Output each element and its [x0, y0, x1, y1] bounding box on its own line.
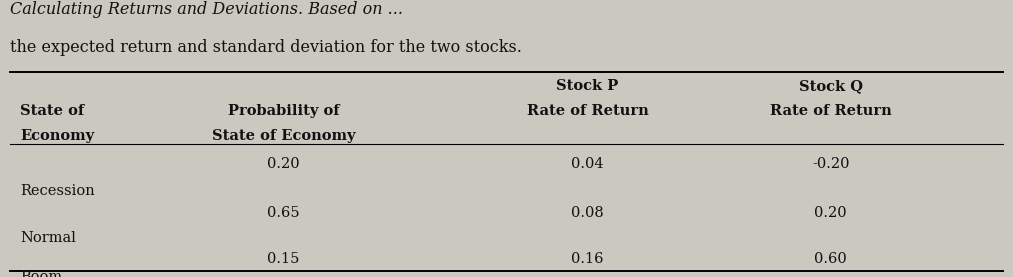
- Text: -0.20: -0.20: [811, 157, 850, 171]
- Text: Normal: Normal: [20, 231, 76, 245]
- Text: Calculating Returns and Deviations. Based on ...: Calculating Returns and Deviations. Base…: [10, 1, 403, 18]
- Text: 0.20: 0.20: [814, 206, 847, 220]
- Text: Rate of Return: Rate of Return: [770, 104, 891, 118]
- Text: 0.16: 0.16: [571, 252, 604, 266]
- Text: Probability of: Probability of: [228, 104, 339, 118]
- Text: 0.65: 0.65: [267, 206, 300, 220]
- Text: Rate of Return: Rate of Return: [527, 104, 648, 118]
- Text: Boom: Boom: [20, 270, 63, 277]
- Text: 0.60: 0.60: [814, 252, 847, 266]
- Text: 0.15: 0.15: [267, 252, 300, 266]
- Text: State of: State of: [20, 104, 84, 118]
- Text: 0.20: 0.20: [267, 157, 300, 171]
- Text: 0.04: 0.04: [571, 157, 604, 171]
- Text: State of Economy: State of Economy: [212, 129, 356, 143]
- Text: Economy: Economy: [20, 129, 94, 143]
- Text: Stock P: Stock P: [556, 79, 619, 93]
- Text: Recession: Recession: [20, 184, 95, 198]
- Text: Stock Q: Stock Q: [798, 79, 863, 93]
- Text: 0.08: 0.08: [571, 206, 604, 220]
- Text: the expected return and standard deviation for the two stocks.: the expected return and standard deviati…: [10, 39, 522, 56]
